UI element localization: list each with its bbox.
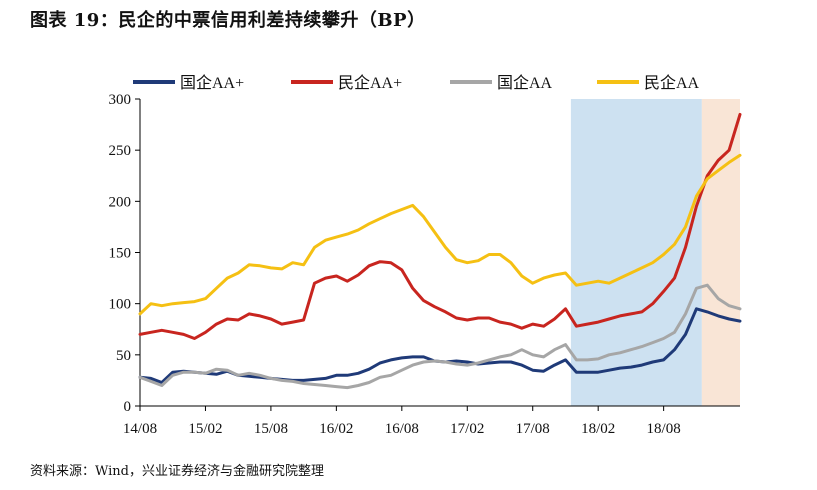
x-tick-label: 18/02 [581, 421, 615, 437]
y-tick-label: 0 [124, 399, 132, 415]
x-tick-label: 15/08 [254, 421, 288, 437]
y-tick-label: 250 [109, 143, 132, 159]
axes: 0 50 100 150 200 250 300 14/08 15/02 15/08 16/02 16… [109, 92, 740, 437]
x-tick-label: 18/08 [647, 421, 681, 437]
y-tick-label: 200 [109, 194, 132, 210]
highlight-regions [570, 99, 740, 406]
x-tick-label: 17/02 [450, 421, 484, 437]
series-line-4 [138, 153, 742, 316]
legend: 国企AA+ 民企AA+ 国企AA 民企AA [133, 74, 700, 92]
x-tick-label: 15/02 [188, 421, 222, 437]
series-lines [138, 112, 742, 390]
x-tick-label: 14/08 [123, 421, 157, 437]
legend-label-4: 民企AA [644, 74, 700, 92]
y-tick-label: 50 [116, 348, 131, 364]
legend-label-2: 民企AA+ [338, 74, 402, 92]
x-tick-label: 17/08 [516, 421, 550, 437]
x-tick-label: 16/02 [319, 421, 353, 437]
y-tick-label: 300 [109, 92, 132, 108]
series-line-2 [138, 112, 742, 340]
series-line-3 [138, 283, 742, 390]
chart-title: 图表 19：民企的中票信用利差持续攀升（BP） [30, 10, 426, 31]
y-tick-label: 100 [109, 297, 132, 313]
y-tick-label: 150 [109, 246, 132, 262]
source-note: 资料来源：Wind，兴业证券经济与金融研究院整理 [30, 464, 324, 479]
legend-label-3: 国企AA [497, 74, 553, 92]
highlight-region-2 [701, 99, 740, 406]
x-tick-label: 16/08 [385, 421, 419, 437]
legend-label-1: 国企AA+ [180, 74, 244, 92]
highlight-region-1 [570, 99, 702, 406]
